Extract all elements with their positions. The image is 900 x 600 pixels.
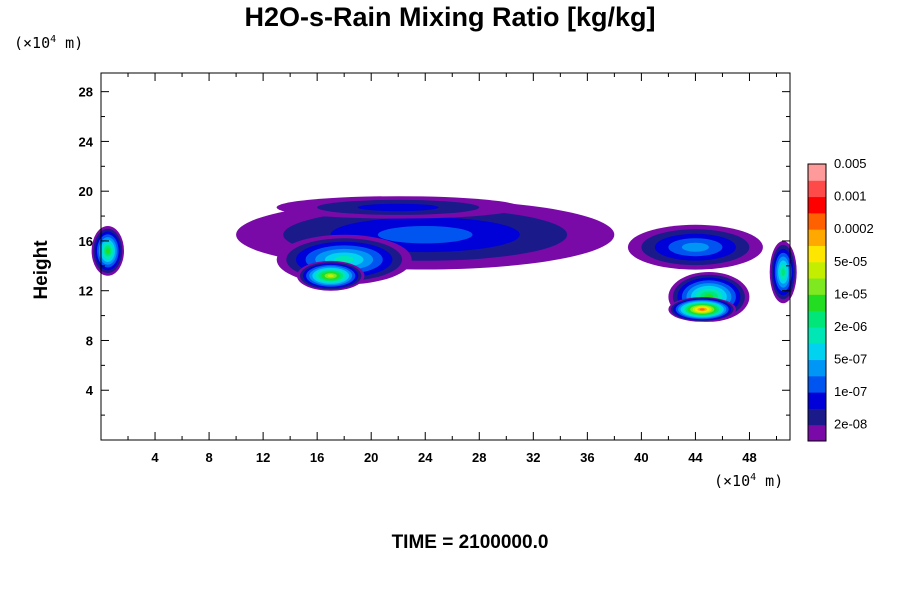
heat-feature [627, 224, 763, 270]
x-unit-label: (×104 m) [714, 472, 783, 490]
time-label: TIME = 2100000.0 [391, 532, 549, 553]
colorbar-swatch [808, 359, 826, 377]
colorbar-label: 0.001 [834, 189, 867, 204]
x-tick-label: 24 [418, 450, 433, 465]
colorbar-swatch [808, 212, 826, 230]
x-axis: 4 8 12 16 20 24 28 32 36 40 44 48 [127, 73, 777, 465]
x-unit-suffix: m) [756, 472, 784, 490]
heat-contour [106, 248, 110, 254]
x-unit-prefix: (×10 [714, 472, 751, 490]
heatmap-field [91, 196, 797, 322]
y-unit-prefix: (×10 [14, 34, 51, 52]
heat-contour [681, 242, 709, 252]
x-tick-label: 36 [580, 450, 594, 465]
colorbar-swatch [808, 180, 826, 198]
y-tick-label: 4 [86, 383, 94, 398]
colorbar-label: 0.005 [834, 156, 867, 171]
heat-contour [334, 256, 354, 264]
colorbar-swatch [808, 392, 826, 409]
x-tick-label: 20 [364, 450, 378, 465]
x-tick-label: 48 [742, 450, 756, 465]
x-tick-label: 40 [634, 450, 648, 465]
colorbar-swatch [808, 424, 826, 442]
x-tick-label: 44 [688, 450, 703, 465]
colorbar-label: 0.0002 [834, 221, 874, 236]
y-tick-label: 16 [79, 234, 93, 249]
heat-contour [781, 268, 785, 276]
chart-title: H2O-s-Rain Mixing Ratio [kg/kg] [244, 2, 656, 32]
colorbar-swatch [808, 294, 826, 312]
y-unit-label: (×104 m) [14, 34, 83, 52]
colorbar: 2e-08 1e-07 5e-07 2e-06 1e-05 5e-05 0.0002 0.00… [807, 156, 874, 442]
heat-feature [769, 241, 797, 304]
x-tick-label: 32 [526, 450, 540, 465]
y-tick-label: 20 [79, 184, 93, 199]
colorbar-frame [807, 163, 827, 442]
colorbar-label: 1e-05 [834, 286, 867, 301]
y-tick-label: 28 [79, 85, 93, 100]
heat-feature [296, 260, 365, 291]
x-tick-label: 8 [205, 450, 212, 465]
x-tick-label: 4 [151, 450, 159, 465]
colorbar-swatch [808, 326, 826, 344]
plot-frame [100, 72, 791, 441]
colorbar-swatch [808, 229, 826, 246]
colorbar-swatch [808, 310, 826, 328]
x-tick-label: 16 [310, 450, 324, 465]
y-tick-label: 8 [86, 333, 93, 348]
y-unit-suffix: m) [56, 34, 84, 52]
colorbar-swatch [808, 261, 826, 279]
colorbar-swatch [808, 164, 826, 181]
colorbar-label: 2e-08 [834, 417, 867, 432]
colorbar-swatch [808, 196, 826, 214]
colorbar-swatch [808, 375, 826, 393]
heat-feature [668, 297, 736, 322]
colorbar-label: 5e-05 [834, 254, 867, 269]
colorbar-label: 2e-06 [834, 319, 867, 334]
heat-contour [699, 308, 705, 311]
heat-feature [276, 196, 520, 219]
x-unit-exponent: 4 [750, 472, 757, 483]
y-unit-exponent: 4 [50, 34, 57, 45]
heat-contour [327, 274, 334, 278]
colorbar-label: 1e-07 [834, 384, 867, 399]
colorbar-swatch [808, 408, 826, 426]
y-tick-label: 12 [79, 284, 93, 299]
colorbar-swatch [808, 245, 826, 263]
x-tick-label: 28 [472, 450, 486, 465]
heat-contour [377, 226, 473, 244]
colorbar-swatch [808, 278, 826, 295]
y-tick-label: 24 [79, 134, 94, 149]
y-axis: 4 8 12 16 20 24 28 [79, 85, 790, 416]
colorbar-swatch [808, 343, 826, 361]
heat-feature [91, 226, 125, 276]
x-tick-label: 12 [256, 450, 270, 465]
colorbar-label: 5e-07 [834, 352, 867, 367]
heat-contour [357, 203, 439, 212]
